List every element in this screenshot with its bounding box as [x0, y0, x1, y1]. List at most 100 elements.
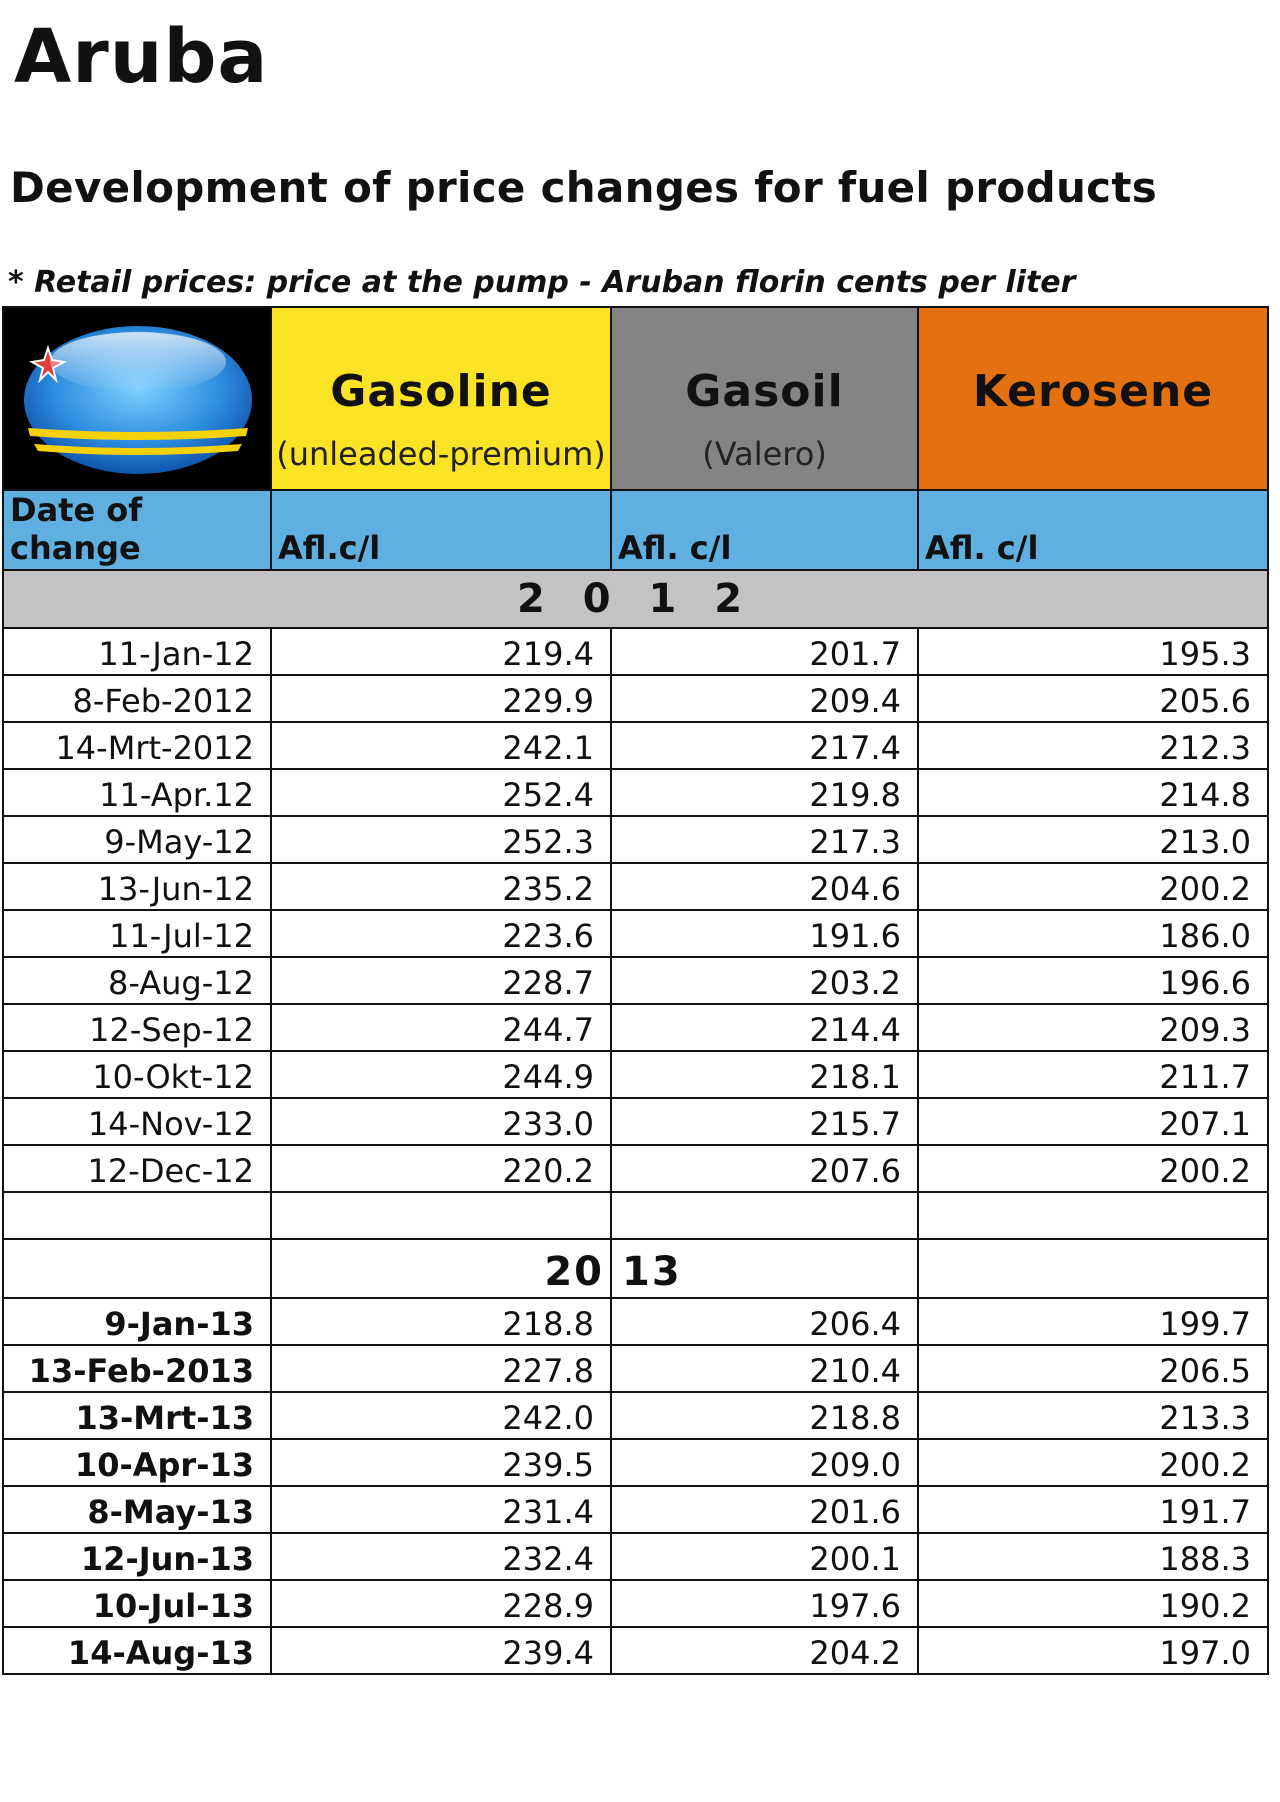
gasoil-header: Gasoil (Valero) — [610, 306, 919, 491]
gasoil-price-cell: 219.8 — [610, 768, 919, 817]
gasoil-price-cell: 218.1 — [610, 1050, 919, 1099]
kerosene-price-cell: 190.2 — [917, 1579, 1269, 1628]
table-row: 10-Jul-13 228.9 197.6 190.2 — [2, 1579, 1269, 1628]
blank-separator-row — [2, 1191, 1269, 1240]
date-cell: 11-Jul-12 — [2, 909, 272, 958]
table-row: 8-Aug-12 228.7 203.2 196.6 — [2, 956, 1269, 1005]
kerosene-price-cell: 200.2 — [917, 1144, 1269, 1193]
kerosene-unit-header: Afl. c/l — [917, 489, 1269, 571]
fuel-price-table: Gasoline (unleaded-premium) Gasoil (Vale… — [2, 306, 1269, 1675]
table-row: 14-Nov-12 233.0 215.7 207.1 — [2, 1097, 1269, 1146]
kerosene-price-cell: 195.3 — [917, 627, 1269, 676]
table-row: 13-Mrt-13 242.0 218.8 213.3 — [2, 1391, 1269, 1440]
gasoline-price-cell: 252.3 — [270, 815, 612, 864]
kerosene-name: Kerosene — [972, 366, 1214, 417]
date-cell: 12-Sep-12 — [2, 1003, 272, 1052]
table-row: 11-Jan-12 219.4 201.7 195.3 — [2, 627, 1269, 676]
date-cell: 12-Jun-13 — [2, 1532, 272, 1581]
aruba-flag-icon — [24, 326, 252, 474]
blank-cell — [917, 1238, 1269, 1299]
blank-cell — [270, 1191, 612, 1240]
price-note: * Retail prices: price at the pump - Aru… — [8, 265, 1076, 300]
kerosene-price-cell: 207.1 — [917, 1097, 1269, 1146]
table-row: 11-Jul-12 223.6 191.6 186.0 — [2, 909, 1269, 958]
gasoline-price-cell: 223.6 — [270, 909, 612, 958]
kerosene-price-cell: 214.8 — [917, 768, 1269, 817]
date-cell: 13-Jun-12 — [2, 862, 272, 911]
kerosene-price-cell: 206.5 — [917, 1344, 1269, 1393]
gasoline-name: Gasoline — [330, 366, 552, 417]
year-2012-row: 2 0 1 2 — [2, 569, 1269, 629]
blank-cell — [2, 1191, 272, 1240]
date-cell: 14-Aug-13 — [2, 1626, 272, 1675]
year-2013-label-left: 20 — [270, 1238, 612, 1299]
date-cell: 9-Jan-13 — [2, 1297, 272, 1346]
gasoil-unit-header: Afl. c/l — [610, 489, 919, 571]
date-cell: 10-Okt-12 — [2, 1050, 272, 1099]
gasoline-unit-header: Afl.c/l — [270, 489, 612, 571]
kerosene-price-cell: 196.6 — [917, 956, 1269, 1005]
table-row: 13-Feb-2013 227.8 210.4 206.5 — [2, 1344, 1269, 1393]
date-column-header: Date of change — [2, 489, 272, 571]
gasoil-price-cell: 203.2 — [610, 956, 919, 1005]
table-row: 11-Apr.12 252.4 219.8 214.8 — [2, 768, 1269, 817]
gasoil-price-cell: 207.6 — [610, 1144, 919, 1193]
date-cell: 13-Feb-2013 — [2, 1344, 272, 1393]
blank-cell — [917, 1191, 1269, 1240]
kerosene-price-cell: 212.3 — [917, 721, 1269, 770]
date-cell: 11-Jan-12 — [2, 627, 272, 676]
gasoil-price-cell: 204.2 — [610, 1626, 919, 1675]
table-row: 13-Jun-12 235.2 204.6 200.2 — [2, 862, 1269, 911]
gasoline-price-cell: 239.4 — [270, 1626, 612, 1675]
gasoline-price-cell: 228.9 — [270, 1579, 612, 1628]
date-cell: 10-Apr-13 — [2, 1438, 272, 1487]
year-2013-row: 20 13 — [2, 1238, 1269, 1299]
gasoline-price-cell: 231.4 — [270, 1485, 612, 1534]
table-row: 9-Jan-13 218.8 206.4 199.7 — [2, 1297, 1269, 1346]
kerosene-price-cell: 191.7 — [917, 1485, 1269, 1534]
gasoline-price-cell: 252.4 — [270, 768, 612, 817]
gasoline-price-cell: 232.4 — [270, 1532, 612, 1581]
gasoil-price-cell: 210.4 — [610, 1344, 919, 1393]
table-row: 12-Jun-13 232.4 200.1 188.3 — [2, 1532, 1269, 1581]
gasoline-price-cell: 220.2 — [270, 1144, 612, 1193]
kerosene-price-cell: 188.3 — [917, 1532, 1269, 1581]
gasoil-price-cell: 209.4 — [610, 674, 919, 723]
page-subtitle: Development of price changes for fuel pr… — [10, 163, 1158, 212]
gasoline-price-cell: 233.0 — [270, 1097, 612, 1146]
blank-cell — [610, 1191, 919, 1240]
kerosene-price-cell: 213.3 — [917, 1391, 1269, 1440]
gasoil-price-cell: 200.1 — [610, 1532, 919, 1581]
gasoline-price-cell: 242.1 — [270, 721, 612, 770]
date-cell: 8-Aug-12 — [2, 956, 272, 1005]
kerosene-price-cell: 211.7 — [917, 1050, 1269, 1099]
gasoil-price-cell: 217.3 — [610, 815, 919, 864]
table-row: 8-Feb-2012 229.9 209.4 205.6 — [2, 674, 1269, 723]
gasoil-price-cell: 201.6 — [610, 1485, 919, 1534]
kerosene-price-cell: 200.2 — [917, 1438, 1269, 1487]
gasoil-price-cell: 191.6 — [610, 909, 919, 958]
gasoil-price-cell: 215.7 — [610, 1097, 919, 1146]
table-row: 10-Okt-12 244.9 218.1 211.7 — [2, 1050, 1269, 1099]
unit-header-row: Date of change Afl.c/l Afl. c/l Afl. c/l — [2, 489, 1269, 571]
gasoil-subtitle: (Valero) — [702, 435, 827, 473]
gasoline-subtitle: (unleaded-premium) — [276, 435, 606, 473]
year-2013-label-right: 13 — [610, 1238, 919, 1299]
year-2012-label: 2 0 1 2 — [2, 569, 1269, 629]
table-row: 12-Dec-12 220.2 207.6 200.2 — [2, 1144, 1269, 1193]
gasoline-price-cell: 244.7 — [270, 1003, 612, 1052]
blank-cell — [2, 1238, 272, 1299]
date-cell: 11-Apr.12 — [2, 768, 272, 817]
gasoil-price-cell: 206.4 — [610, 1297, 919, 1346]
gasoil-name: Gasoil — [685, 366, 844, 417]
table-row: 9-May-12 252.3 217.3 213.0 — [2, 815, 1269, 864]
gasoline-price-cell: 218.8 — [270, 1297, 612, 1346]
gasoline-price-cell: 235.2 — [270, 862, 612, 911]
date-cell: 10-Jul-13 — [2, 1579, 272, 1628]
table-row: 14-Aug-13 239.4 204.2 197.0 — [2, 1626, 1269, 1675]
gasoil-price-cell: 201.7 — [610, 627, 919, 676]
gasoil-price-cell: 217.4 — [610, 721, 919, 770]
kerosene-header: Kerosene — [917, 306, 1269, 491]
gasoline-price-cell: 228.7 — [270, 956, 612, 1005]
date-cell: 9-May-12 — [2, 815, 272, 864]
